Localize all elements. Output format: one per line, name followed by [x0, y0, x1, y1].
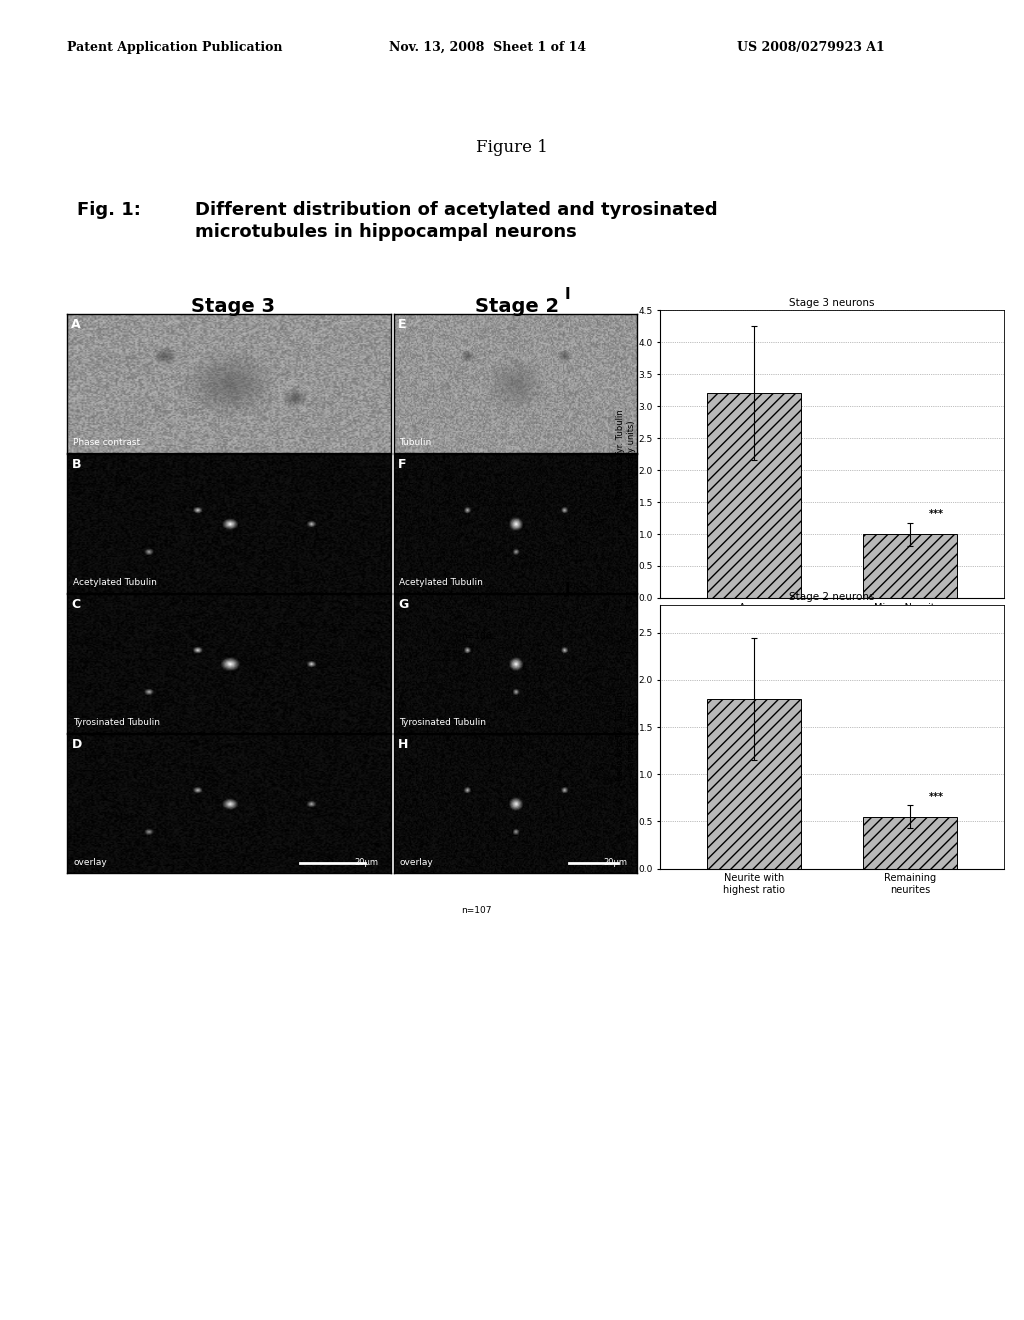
Text: D: D	[72, 738, 82, 751]
Text: ***: ***	[929, 510, 944, 519]
Text: Acetylated Tubulin: Acetylated Tubulin	[73, 578, 157, 587]
Text: A: A	[72, 318, 81, 331]
Text: Different distribution of acetylated and tyrosinated
microtubules in hippocampal: Different distribution of acetylated and…	[195, 201, 717, 240]
Text: overlay: overlay	[73, 858, 106, 867]
Text: F: F	[398, 458, 407, 471]
Text: Tyrosinated Tubulin: Tyrosinated Tubulin	[399, 718, 486, 727]
Bar	[863, 535, 956, 598]
Text: G: G	[398, 598, 409, 611]
Y-axis label: Ratio AcetTyr. Tubulin
(arbitrary units): Ratio AcetTyr. Tubulin (arbitrary units)	[616, 692, 636, 781]
Text: Acetylated Tubulin: Acetylated Tubulin	[399, 578, 483, 587]
Bar	[863, 817, 956, 869]
Text: Fig. 1:: Fig. 1:	[77, 201, 140, 219]
Text: Phase contrast: Phase contrast	[73, 438, 140, 447]
Text: US 2008/0279923 A1: US 2008/0279923 A1	[737, 41, 885, 54]
Text: J: J	[564, 582, 570, 597]
Text: I: I	[564, 286, 570, 301]
Text: B: B	[72, 458, 81, 471]
Text: 20μm: 20μm	[603, 858, 628, 867]
Text: 20μm: 20μm	[354, 858, 378, 867]
Bar	[708, 698, 801, 869]
Bar	[708, 393, 801, 598]
Text: Patent Application Publication: Patent Application Publication	[67, 41, 282, 54]
Text: Nov. 13, 2008  Sheet 1 of 14: Nov. 13, 2008 Sheet 1 of 14	[389, 41, 587, 54]
Text: overlay: overlay	[399, 858, 433, 867]
Text: H: H	[398, 738, 409, 751]
Text: C: C	[72, 598, 81, 611]
Text: Stage 2: Stage 2	[475, 297, 559, 315]
Text: Tyrosinated Tubulin: Tyrosinated Tubulin	[73, 718, 160, 727]
Text: Tubulin: Tubulin	[399, 438, 431, 447]
Text: Stage 3: Stage 3	[191, 297, 275, 315]
Y-axis label: Ratio AcetTyr. Tubulin
(arbitrary units): Ratio AcetTyr. Tubulin (arbitrary units)	[616, 409, 636, 499]
Text: n=106: n=106	[462, 632, 492, 642]
Text: Figure 1: Figure 1	[476, 139, 548, 156]
Text: n=107: n=107	[462, 906, 492, 915]
Text: E: E	[398, 318, 407, 331]
Title: Stage 3 neurons: Stage 3 neurons	[790, 298, 874, 308]
Text: ***: ***	[929, 792, 944, 801]
Title: Stage 2 neurons: Stage 2 neurons	[790, 593, 874, 602]
